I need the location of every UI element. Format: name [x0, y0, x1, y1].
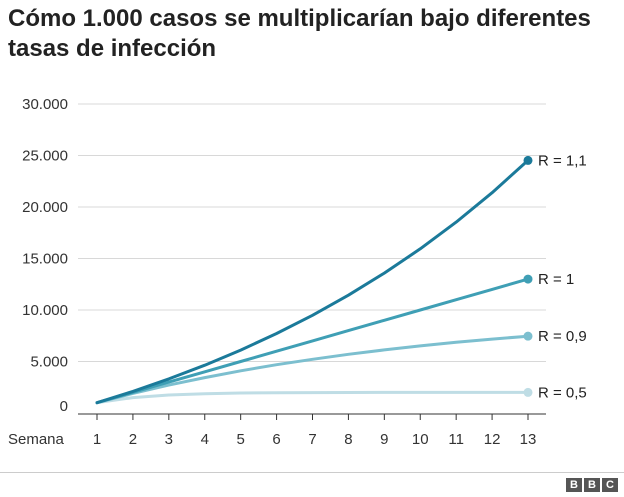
y-tick-label: 5.000: [30, 354, 68, 371]
x-tick-label: 11: [448, 431, 464, 448]
x-tick-label: 13: [520, 431, 537, 448]
x-tick-label: 5: [236, 431, 244, 448]
x-tick-label: 9: [380, 431, 388, 448]
logo-letter-b2: B: [584, 478, 600, 492]
series-lines: [95, 155, 533, 405]
x-tick-label: 1: [93, 431, 101, 448]
logo-letter-c: C: [602, 478, 618, 492]
series-line: [95, 277, 530, 405]
gridlines: [78, 103, 546, 362]
x-tick-label: 2: [129, 431, 137, 448]
y-tick-label: 0: [60, 398, 68, 415]
series-line: [95, 390, 530, 405]
y-tick-label: 30.000: [22, 96, 68, 113]
x-tick-label: 12: [484, 431, 501, 448]
series-line: [95, 158, 530, 405]
y-tick-label: 15.000: [22, 251, 68, 268]
y-tick-label: 20.000: [22, 199, 68, 216]
series-line: [95, 334, 530, 405]
series-labels: R = 0,5 R = 0,9 R = 1 R = 1,1: [538, 152, 587, 401]
footer-divider: [0, 472, 624, 473]
series-end-point: [523, 387, 533, 397]
x-tick-label: 4: [201, 431, 209, 448]
series-label: R = 0,5: [538, 384, 587, 401]
series-label: R = 1: [538, 271, 574, 288]
y-tick-label: 10.000: [22, 302, 68, 319]
x-tick-label: 7: [308, 431, 316, 448]
bbc-logo: B B C: [566, 478, 618, 492]
x-tick-label: 6: [272, 431, 280, 448]
x-axis-title: Semana: [8, 431, 65, 448]
series-label: R = 0,9: [538, 328, 587, 345]
chart-title: Cómo 1.000 casos se multiplicarían bajo …: [8, 5, 591, 62]
series-end-point: [523, 274, 533, 284]
series-end-point: [523, 331, 533, 341]
series-label: R = 1,1: [538, 152, 587, 169]
series-end-point: [523, 155, 533, 165]
x-tick-label: 10: [412, 431, 429, 448]
x-tick-label: 8: [344, 431, 352, 448]
axes: 0 5.000 10.000 15.000 20.000 25.000 30.000 Sema…: [8, 96, 546, 448]
x-tick-label: 3: [165, 431, 173, 448]
logo-letter-b1: B: [566, 478, 582, 492]
y-tick-label: 25.000: [22, 148, 68, 165]
